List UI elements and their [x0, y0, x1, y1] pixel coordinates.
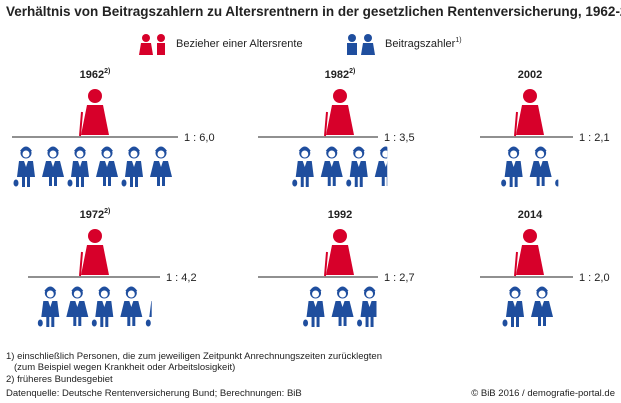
- contributor-icon: [501, 146, 523, 187]
- contributor-icon: [374, 146, 388, 186]
- year-label: 19822): [325, 68, 356, 81]
- pensioner-head: [88, 89, 102, 103]
- ratio: 1 : 3,5: [384, 132, 415, 144]
- contributor-icon: [555, 179, 559, 187]
- year-label: 19622): [80, 68, 111, 81]
- pensioner-cane: [79, 111, 83, 137]
- pensioner-head: [333, 229, 347, 243]
- year-label: 1992: [328, 209, 352, 221]
- contributor-icon: [42, 146, 64, 186]
- year-note: 2): [104, 68, 110, 75]
- contributor-icon: [529, 146, 552, 186]
- pensioner-cane: [324, 251, 328, 277]
- footnote: (zum Beispiel wegen Krankheit oder Arbei…: [14, 362, 235, 373]
- footnote: 2) früheres Bundesgebiet: [6, 374, 113, 385]
- legend-contributor-icon: [347, 34, 375, 55]
- panel: 1992 1 : 2,7: [258, 209, 415, 327]
- contributor-icon: [346, 146, 368, 187]
- panel: 19722) 1 : 4,2: [28, 208, 197, 327]
- ratio: 1 : 2,1: [579, 132, 610, 144]
- ratio: 1 : 4,2: [166, 272, 197, 284]
- legend-contributor: Beitragszahler1): [385, 37, 462, 50]
- pensioner-body: [326, 105, 354, 135]
- title: Verhältnis von Beitragszahlern zu Alters…: [6, 4, 621, 19]
- contributor-icon: [292, 146, 314, 187]
- copyright: © BiB 2016 / demografie-portal.de: [471, 388, 615, 399]
- legend: Bezieher einer Altersrente Beitragszahle…: [139, 34, 462, 55]
- contributor-icon: [96, 146, 118, 186]
- contributor-icon: [120, 286, 143, 326]
- year-note: 2): [349, 68, 355, 75]
- legend-note: 1): [455, 37, 461, 44]
- pensioner-body: [81, 245, 109, 275]
- year-label: 19722): [80, 208, 111, 221]
- year-note: 2): [104, 208, 110, 215]
- contributor-icon: [357, 286, 377, 327]
- legend-contributor-text: Beitragszahler: [385, 38, 456, 50]
- pensioner-head: [333, 89, 347, 103]
- pensioner-cane: [514, 251, 518, 277]
- year: 1982: [325, 69, 349, 81]
- contributor-icon: [303, 286, 325, 327]
- panel: 19622) 1 : 6,0: [12, 68, 215, 187]
- pensioner-body: [326, 245, 354, 275]
- legend-pensioner-icon: [139, 34, 165, 55]
- year: 2002: [518, 69, 542, 81]
- year: 2014: [518, 209, 543, 221]
- pensioner-cane: [79, 251, 83, 277]
- ratio: 1 : 6,0: [184, 132, 215, 144]
- year-label: 2002: [518, 69, 542, 81]
- pensioner-cane: [324, 111, 328, 137]
- pensioner-body: [516, 245, 544, 275]
- pensioner-body: [516, 105, 544, 135]
- contributor-icon: [320, 146, 343, 186]
- contributor-icon: [502, 286, 524, 327]
- year: 1972: [80, 209, 104, 221]
- footnote: 1) einschließlich Personen, die zum jewe…: [6, 351, 382, 362]
- contributor-icon: [91, 286, 114, 327]
- contributor-icon: [13, 146, 35, 187]
- contributor-icon: [150, 146, 172, 186]
- contributor-icon: [145, 301, 152, 327]
- pensioner-cane: [514, 111, 518, 137]
- ratio: 1 : 2,7: [384, 272, 415, 284]
- source: Datenquelle: Deutsche Rentenversicherung…: [6, 388, 302, 399]
- ratio: 1 : 2,0: [579, 272, 610, 284]
- pensioner-head: [523, 229, 537, 243]
- panel: 2002 1 : 2,1: [480, 69, 610, 187]
- pensioner-head: [523, 89, 537, 103]
- contributor-icon: [121, 146, 143, 187]
- panel: 19822) 1 : 3,5: [258, 68, 415, 187]
- contributor-icon: [331, 286, 354, 326]
- year: 1992: [328, 209, 352, 221]
- year: 1962: [80, 69, 104, 81]
- contributor-icon: [66, 286, 89, 326]
- year-label: 2014: [518, 209, 543, 221]
- legend-pensioner: Bezieher einer Altersrente: [176, 38, 303, 50]
- contributor-icon: [67, 146, 89, 187]
- pensioner-head: [88, 229, 102, 243]
- panel: 2014 1 : 2,0: [480, 209, 610, 327]
- contributor-icon: [531, 286, 553, 326]
- pensioner-body: [81, 105, 109, 135]
- contributor-icon: [37, 286, 60, 327]
